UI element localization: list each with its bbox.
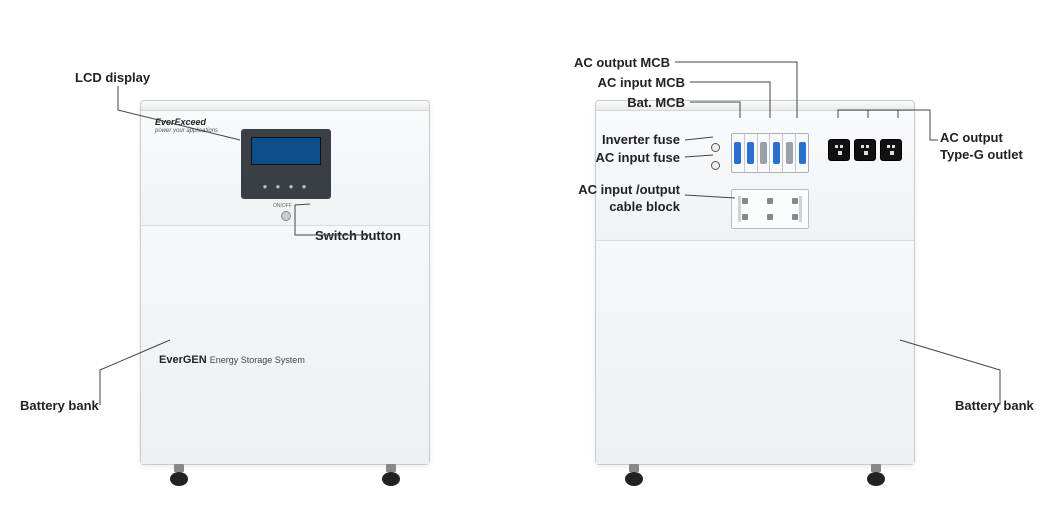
back-body	[596, 241, 914, 464]
label-ac-outlet: AC output Type-G outlet	[940, 130, 1023, 164]
label-lcd-display: LCD display	[75, 70, 150, 87]
label-ac-input-fuse: AC input fuse	[500, 150, 680, 167]
label-battery-bank-left: Battery bank	[20, 398, 99, 415]
ac-input-fuse	[711, 161, 720, 170]
model-label: EverGEN Energy Storage System	[159, 354, 305, 366]
mcb-ac-out-1	[770, 134, 783, 172]
label-ac-input-mcb: AC input MCB	[545, 75, 685, 92]
mcb-ac-in-1	[745, 134, 758, 172]
lcd-display: ● ● ● ●	[241, 129, 331, 199]
outlet-3	[880, 139, 902, 161]
brand-logo: EverExceed	[155, 117, 206, 127]
brand-tagline: power your applications	[155, 128, 218, 134]
switch-label: ON/OFF	[273, 203, 292, 209]
model-sub: Energy Storage System	[210, 355, 305, 365]
front-unit: EverExceed power your applications ● ● ●…	[140, 100, 430, 465]
label-switch-button: Switch button	[315, 228, 401, 245]
label-ac-output-mcb: AC output MCB	[530, 55, 670, 72]
mcb-ac-in-2	[758, 134, 771, 172]
model-name: EverGEN	[159, 354, 207, 366]
front-body: EverGEN Energy Storage System	[141, 226, 429, 464]
label-cable-block: AC input /output cable block	[490, 182, 680, 216]
label-inverter-fuse: Inverter fuse	[500, 132, 680, 149]
back-panel	[596, 111, 914, 241]
lcd-buttons: ● ● ● ●	[241, 182, 331, 191]
mcb-ac-out-3	[796, 134, 808, 172]
label-battery-bank-right: Battery bank	[955, 398, 1034, 415]
switch-button	[281, 211, 291, 221]
lcd-screen	[251, 137, 321, 165]
label-bat-mcb: Bat. MCB	[545, 95, 685, 112]
front-panel: EverExceed power your applications ● ● ●…	[141, 111, 429, 226]
cable-block	[731, 189, 809, 229]
caster-back-left	[621, 464, 647, 486]
inverter-fuse	[711, 143, 720, 152]
outlet-2	[854, 139, 876, 161]
mcb-bat	[732, 134, 745, 172]
caster-back-right	[863, 464, 889, 486]
front-top-lid	[141, 101, 429, 111]
caster-front-left	[166, 464, 192, 486]
mcb-ac-out-2	[783, 134, 796, 172]
caster-front-right	[378, 464, 404, 486]
mcb-block	[731, 133, 809, 173]
outlet-1	[828, 139, 850, 161]
